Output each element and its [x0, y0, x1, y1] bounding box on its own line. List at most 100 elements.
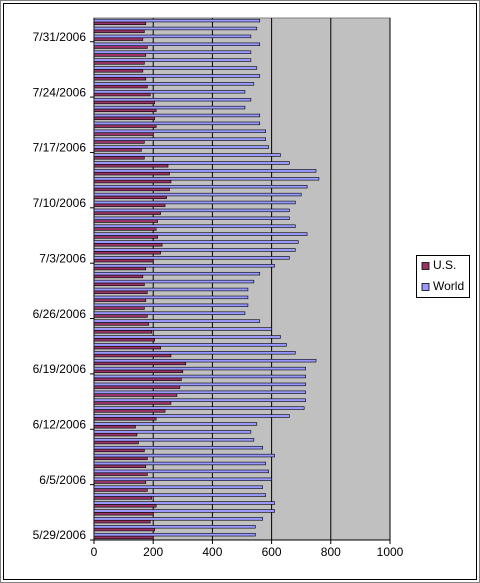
bar	[93, 345, 161, 350]
x-tick-label: 200	[143, 545, 163, 559]
bar	[93, 361, 187, 366]
bar	[93, 219, 158, 223]
bar	[93, 390, 306, 394]
bar	[93, 480, 147, 484]
bar	[93, 179, 172, 184]
bar	[93, 243, 163, 247]
bar	[93, 192, 302, 197]
bar	[93, 374, 306, 379]
x-tick-label: 800	[321, 545, 341, 559]
chart-area	[3, 3, 477, 580]
bar	[93, 208, 290, 213]
bar	[93, 132, 154, 136]
bar	[93, 303, 249, 307]
bar	[93, 501, 275, 505]
bar	[93, 527, 155, 532]
bar	[93, 282, 145, 287]
bar	[93, 401, 172, 405]
bar	[93, 113, 261, 118]
bar	[93, 496, 153, 500]
bar	[93, 366, 306, 371]
y-tick-label: 7/10/2006	[33, 196, 87, 210]
bar	[93, 517, 264, 521]
bar	[93, 330, 153, 334]
bar	[93, 171, 170, 176]
legend-swatch	[421, 262, 430, 270]
bar	[93, 385, 181, 389]
bar	[93, 203, 166, 207]
bar	[93, 338, 155, 342]
bar	[93, 240, 299, 244]
bar	[93, 353, 172, 358]
bar	[93, 448, 145, 453]
bar	[93, 66, 258, 70]
bar	[93, 369, 184, 374]
bar	[93, 290, 148, 294]
bar	[93, 472, 148, 476]
bar	[93, 258, 154, 263]
bar	[93, 406, 305, 410]
bar	[93, 393, 178, 397]
bar	[93, 18, 261, 23]
y-tick-label: 6/5/2006	[39, 473, 86, 487]
bar	[93, 121, 261, 126]
bar	[93, 232, 308, 236]
bar	[93, 445, 264, 450]
bar	[93, 84, 148, 89]
bar	[93, 264, 275, 268]
bar	[93, 61, 145, 65]
legend-label: U.S.	[433, 258, 456, 272]
bar	[93, 195, 167, 200]
bar	[93, 417, 157, 421]
bar	[93, 21, 147, 26]
bar	[93, 45, 148, 49]
bar	[93, 525, 256, 529]
bar	[93, 29, 145, 33]
bar	[93, 519, 151, 524]
bar	[93, 314, 148, 318]
bar	[93, 37, 144, 41]
bar	[93, 512, 154, 516]
bar	[93, 200, 296, 205]
bar	[93, 116, 155, 120]
bar	[93, 251, 161, 255]
bar	[93, 414, 290, 418]
bar	[93, 274, 144, 279]
bar	[93, 211, 161, 215]
bar	[93, 295, 249, 300]
bar	[93, 156, 145, 160]
bar	[93, 535, 154, 540]
bar	[93, 224, 296, 228]
bar	[93, 92, 151, 97]
bar	[93, 298, 147, 302]
bar	[93, 161, 290, 165]
bar	[93, 53, 147, 57]
bar	[93, 382, 306, 387]
legend-label: World	[433, 279, 464, 293]
bar	[93, 248, 296, 252]
bar	[93, 100, 155, 105]
bar	[93, 469, 269, 474]
bar	[93, 105, 246, 110]
bar	[93, 453, 275, 458]
bar	[93, 145, 269, 149]
bar	[93, 409, 166, 413]
bar	[93, 358, 317, 363]
y-tick-label: 7/31/2006	[33, 30, 87, 44]
bar	[93, 335, 281, 339]
bar	[93, 306, 145, 310]
bar	[93, 97, 252, 102]
y-tick-label: 6/19/2006	[33, 362, 87, 376]
bar	[93, 456, 148, 461]
bar	[93, 227, 157, 231]
bar	[93, 137, 266, 141]
bar	[93, 77, 147, 81]
bar	[93, 129, 266, 133]
bar	[93, 216, 290, 220]
x-tick-label: 1000	[377, 545, 404, 559]
bar	[93, 124, 157, 128]
bar	[93, 42, 261, 46]
bar	[93, 153, 281, 157]
bar	[93, 377, 182, 381]
